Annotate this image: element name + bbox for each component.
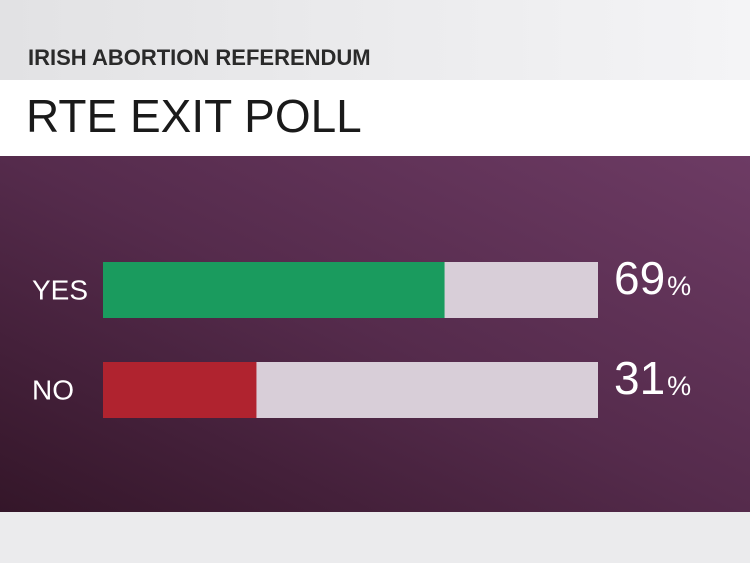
category-label: NO xyxy=(32,374,74,405)
value-label: 69% xyxy=(614,252,691,304)
chart-subtitle: IRISH ABORTION REFERENDUM xyxy=(28,45,371,70)
chart-title: RTE EXIT POLL xyxy=(26,90,362,142)
bar xyxy=(103,262,445,318)
chart-panel xyxy=(0,156,750,512)
bar xyxy=(103,362,257,418)
value-label: 31% xyxy=(614,352,691,404)
footer-background xyxy=(0,512,750,563)
category-label: YES xyxy=(32,274,88,305)
title-band xyxy=(0,80,750,156)
header-background xyxy=(0,0,750,80)
